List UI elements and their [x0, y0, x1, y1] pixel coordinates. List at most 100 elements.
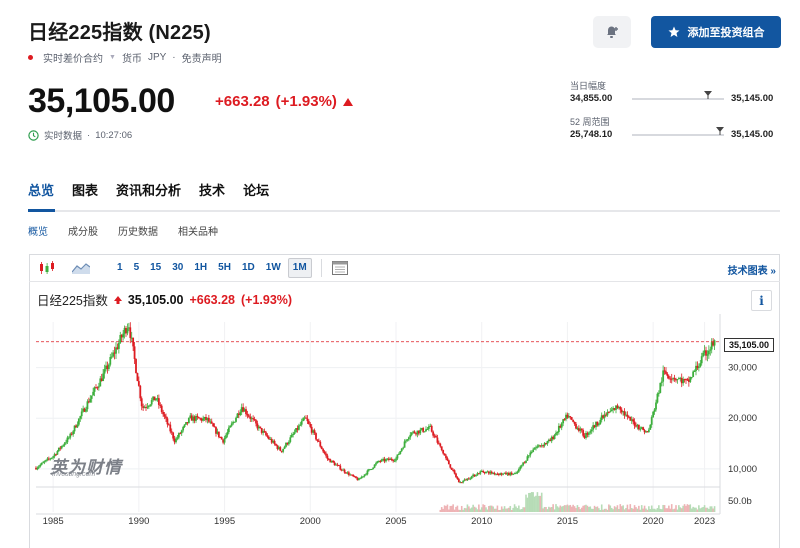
subtab-related[interactable]: 相关品种 — [178, 227, 218, 238]
candle-body — [210, 421, 213, 424]
price-chart[interactable]: 10,000 20,000 30,000 1985 1990 1995 2000 2005 20… — [30, 314, 780, 548]
volume-bar — [633, 505, 636, 512]
technical-chart-link[interactable]: 技术图表 » — [727, 266, 776, 277]
x-tick-label: 2010 — [471, 516, 492, 527]
volume-bar — [660, 509, 663, 512]
candle-body — [633, 421, 636, 426]
volume-bar — [493, 508, 496, 512]
candle-body — [440, 446, 443, 451]
candle-body — [193, 416, 196, 421]
disclaimer-link[interactable]: 免责声明 — [181, 54, 222, 65]
interval-1m[interactable]: 1M — [287, 257, 312, 278]
live-label[interactable]: 实时差价合约 — [43, 54, 103, 65]
volume-bar — [595, 507, 597, 512]
candle-body — [623, 411, 626, 416]
day-low: 34,855.00 — [570, 93, 613, 104]
candle-body — [637, 424, 640, 430]
candle-body — [559, 425, 562, 428]
interval-1[interactable]: 1 — [117, 262, 123, 273]
candle-body — [667, 376, 670, 379]
interval-5[interactable]: 5 — [133, 262, 140, 273]
volume-bar — [499, 509, 502, 512]
area-type-button[interactable] — [68, 258, 94, 278]
week52-range-bar — [632, 134, 724, 136]
subtab-overview[interactable]: 概览 — [28, 227, 48, 238]
candle-body — [466, 478, 469, 481]
tab-technical[interactable]: 技术 — [199, 183, 226, 198]
candle-body — [696, 365, 699, 369]
candle-body — [55, 454, 57, 456]
tab-chart[interactable]: 图表 — [72, 183, 99, 198]
candle-body — [360, 476, 363, 479]
candle-body — [227, 427, 230, 433]
volume-bar — [538, 495, 540, 512]
candle-body — [362, 476, 365, 478]
add-alert-button[interactable] — [593, 16, 631, 48]
candle-body — [377, 461, 380, 463]
interval-5h[interactable]: 5H — [218, 262, 231, 273]
chevron-down-icon[interactable]: ▼ — [109, 54, 116, 61]
realtime-label: 实时数据 — [44, 131, 83, 142]
volume-bar — [509, 505, 512, 512]
data-table-button[interactable] — [328, 258, 352, 278]
candle-body — [80, 411, 83, 417]
candle-body — [622, 411, 625, 413]
currency-value: JPY — [147, 52, 167, 63]
candle-body — [83, 408, 86, 412]
candle-body — [567, 416, 570, 418]
tab-forum[interactable]: 论坛 — [243, 183, 270, 198]
volume-bar — [583, 505, 586, 512]
volume-bar — [510, 509, 513, 512]
subtab-components[interactable]: 成分股 — [68, 227, 98, 238]
candle-body — [706, 354, 709, 356]
candle-body — [342, 469, 345, 471]
candlestick-type-button[interactable] — [35, 258, 59, 278]
candle-body — [510, 472, 513, 475]
area-chart-icon — [72, 262, 90, 274]
candle-body — [303, 417, 306, 419]
tab-news-analysis[interactable]: 资讯和分析 — [116, 183, 182, 198]
legend-name: 日经225指数 — [37, 294, 108, 308]
volume-bar — [679, 507, 682, 512]
candle-body — [302, 418, 305, 422]
candle-body — [393, 460, 396, 462]
interval-30[interactable]: 30 — [172, 262, 184, 273]
interval-15[interactable]: 15 — [150, 262, 162, 273]
candle-body — [122, 333, 125, 338]
candle-body — [139, 385, 142, 399]
candle-body — [230, 423, 233, 426]
candle-body — [262, 431, 265, 433]
candle-body — [573, 421, 576, 424]
candle-body — [85, 409, 87, 412]
candle-body — [692, 371, 695, 377]
volume-bar — [680, 508, 683, 512]
chart-legend: 日经225指数 35,105.00 +663.28 (+1.93%) — [37, 290, 292, 309]
candle-body — [695, 365, 697, 371]
volume-bar — [613, 506, 616, 512]
candle-body — [562, 419, 565, 424]
candle-body — [457, 479, 460, 483]
volume-bar — [545, 507, 547, 512]
candle-body — [160, 405, 163, 412]
interval-1d[interactable]: 1D — [241, 262, 255, 273]
interval-1h[interactable]: 1H — [194, 262, 208, 273]
interval-1w[interactable]: 1W — [265, 262, 281, 273]
candle-body — [432, 431, 435, 436]
volume-bar — [580, 507, 583, 512]
candle-body — [563, 419, 566, 421]
candle-body — [396, 454, 399, 459]
candle-body — [289, 437, 292, 442]
candle-body — [423, 431, 426, 433]
candle-body — [703, 350, 706, 353]
candle-body — [43, 461, 46, 463]
tab-overview[interactable]: 总览 — [28, 183, 55, 198]
volume-bar — [578, 507, 580, 512]
candle-body — [157, 398, 160, 405]
add-to-portfolio-button[interactable]: 添加至投资组合 — [651, 16, 781, 48]
subtab-historical-data[interactable]: 历史数据 — [118, 227, 158, 238]
volume-bar — [665, 508, 667, 512]
volume-bar — [560, 506, 563, 512]
volume-bar — [469, 508, 472, 512]
info-button[interactable]: i — [751, 290, 772, 311]
candle-body — [645, 431, 647, 433]
